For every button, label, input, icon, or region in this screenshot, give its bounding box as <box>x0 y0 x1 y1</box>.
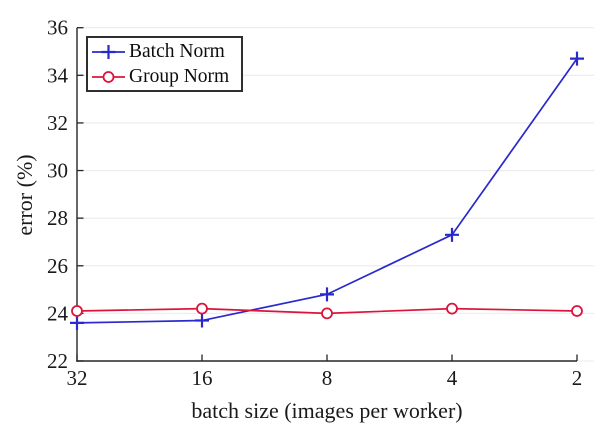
x-tick-label: 8 <box>322 366 333 390</box>
series-batch-norm <box>70 51 584 330</box>
y-tick-label: 24 <box>47 301 69 325</box>
y-axis-title: error (%) <box>12 154 37 236</box>
x-tick-label: 32 <box>67 366 88 390</box>
legend-item-group-norm: Group Norm <box>91 64 229 89</box>
plus-marker-icon <box>195 313 209 328</box>
y-tick-label: 32 <box>47 111 68 135</box>
plus-marker-icon <box>445 227 459 242</box>
circle-marker-icon <box>196 302 208 315</box>
legend: Batch Norm Group Norm <box>86 36 244 92</box>
circle-marker-icon <box>446 302 458 315</box>
x-tick-label: 4 <box>447 366 458 390</box>
legend-circle-marker-icon <box>92 70 125 83</box>
x-axis-title: batch size (images per worker) <box>191 398 463 423</box>
x-tick-label: 16 <box>192 366 213 390</box>
legend-item-batch-norm: Batch Norm <box>91 39 229 64</box>
axes: 22 24 26 28 30 32 34 36 32 16 8 4 2 <box>47 16 582 390</box>
circle-marker-icon <box>321 307 333 320</box>
y-tick-label: 22 <box>47 349 68 373</box>
plus-marker-icon <box>570 51 584 66</box>
legend-label-batch-norm: Batch Norm <box>129 40 225 62</box>
circle-marker-icon <box>71 305 83 317</box>
series-line <box>76 58 578 324</box>
plus-marker-icon <box>70 315 84 330</box>
x-tick-label: 2 <box>572 366 583 390</box>
legend-plus-marker-icon <box>92 44 125 59</box>
y-tick-label: 28 <box>47 206 68 230</box>
y-tick-label: 36 <box>47 16 68 40</box>
plus-marker-icon <box>320 287 334 302</box>
y-tick-label: 30 <box>47 159 68 183</box>
y-tick-label: 26 <box>47 254 68 278</box>
series-group-norm <box>71 302 583 320</box>
y-tick-label: 34 <box>47 63 69 87</box>
legend-label-group-norm: Group Norm <box>129 65 230 87</box>
circle-marker-icon <box>571 305 583 317</box>
